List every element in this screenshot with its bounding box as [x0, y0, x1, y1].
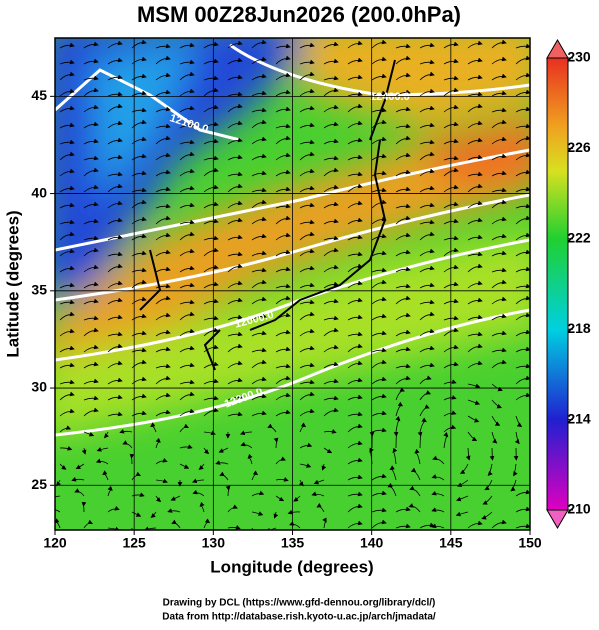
x-tick-label: 125: [122, 535, 146, 551]
y-tick-label: 30: [31, 379, 47, 395]
footer-line: Data from http://database.rish.kyoto-u.a…: [162, 612, 436, 623]
colorbar-label: 210: [567, 501, 591, 517]
x-tick-label: 135: [281, 535, 305, 551]
colorbar-label: 230: [567, 49, 591, 65]
chart-title: MSM 00Z28Jun2026 (200.0hPa): [137, 2, 461, 27]
colorbar: [547, 58, 568, 510]
y-tick-label: 45: [31, 87, 47, 103]
y-tick-label: 25: [31, 476, 47, 492]
x-tick-label: 140: [360, 535, 384, 551]
x-tick-label: 145: [439, 535, 463, 551]
colorbar-label: 222: [567, 230, 591, 246]
y-axis-label: Latitude (degrees): [3, 210, 22, 357]
x-tick-label: 120: [43, 535, 67, 551]
colorbar-cap: [547, 510, 568, 528]
colorbar-cap: [547, 40, 568, 58]
x-tick-label: 130: [202, 535, 226, 551]
contour-label: 12400.0: [370, 91, 410, 103]
footer-line: Drawing by DCL (https://www.gfd-dennou.o…: [163, 598, 436, 609]
colorbar-label: 214: [567, 410, 591, 426]
colorbar-label: 218: [567, 320, 591, 336]
x-tick-label: 150: [518, 535, 542, 551]
y-tick-label: 35: [31, 282, 47, 298]
x-axis-label: Longitude (degrees): [210, 557, 373, 576]
y-tick-label: 40: [31, 184, 47, 200]
colorbar-label: 226: [567, 139, 591, 155]
